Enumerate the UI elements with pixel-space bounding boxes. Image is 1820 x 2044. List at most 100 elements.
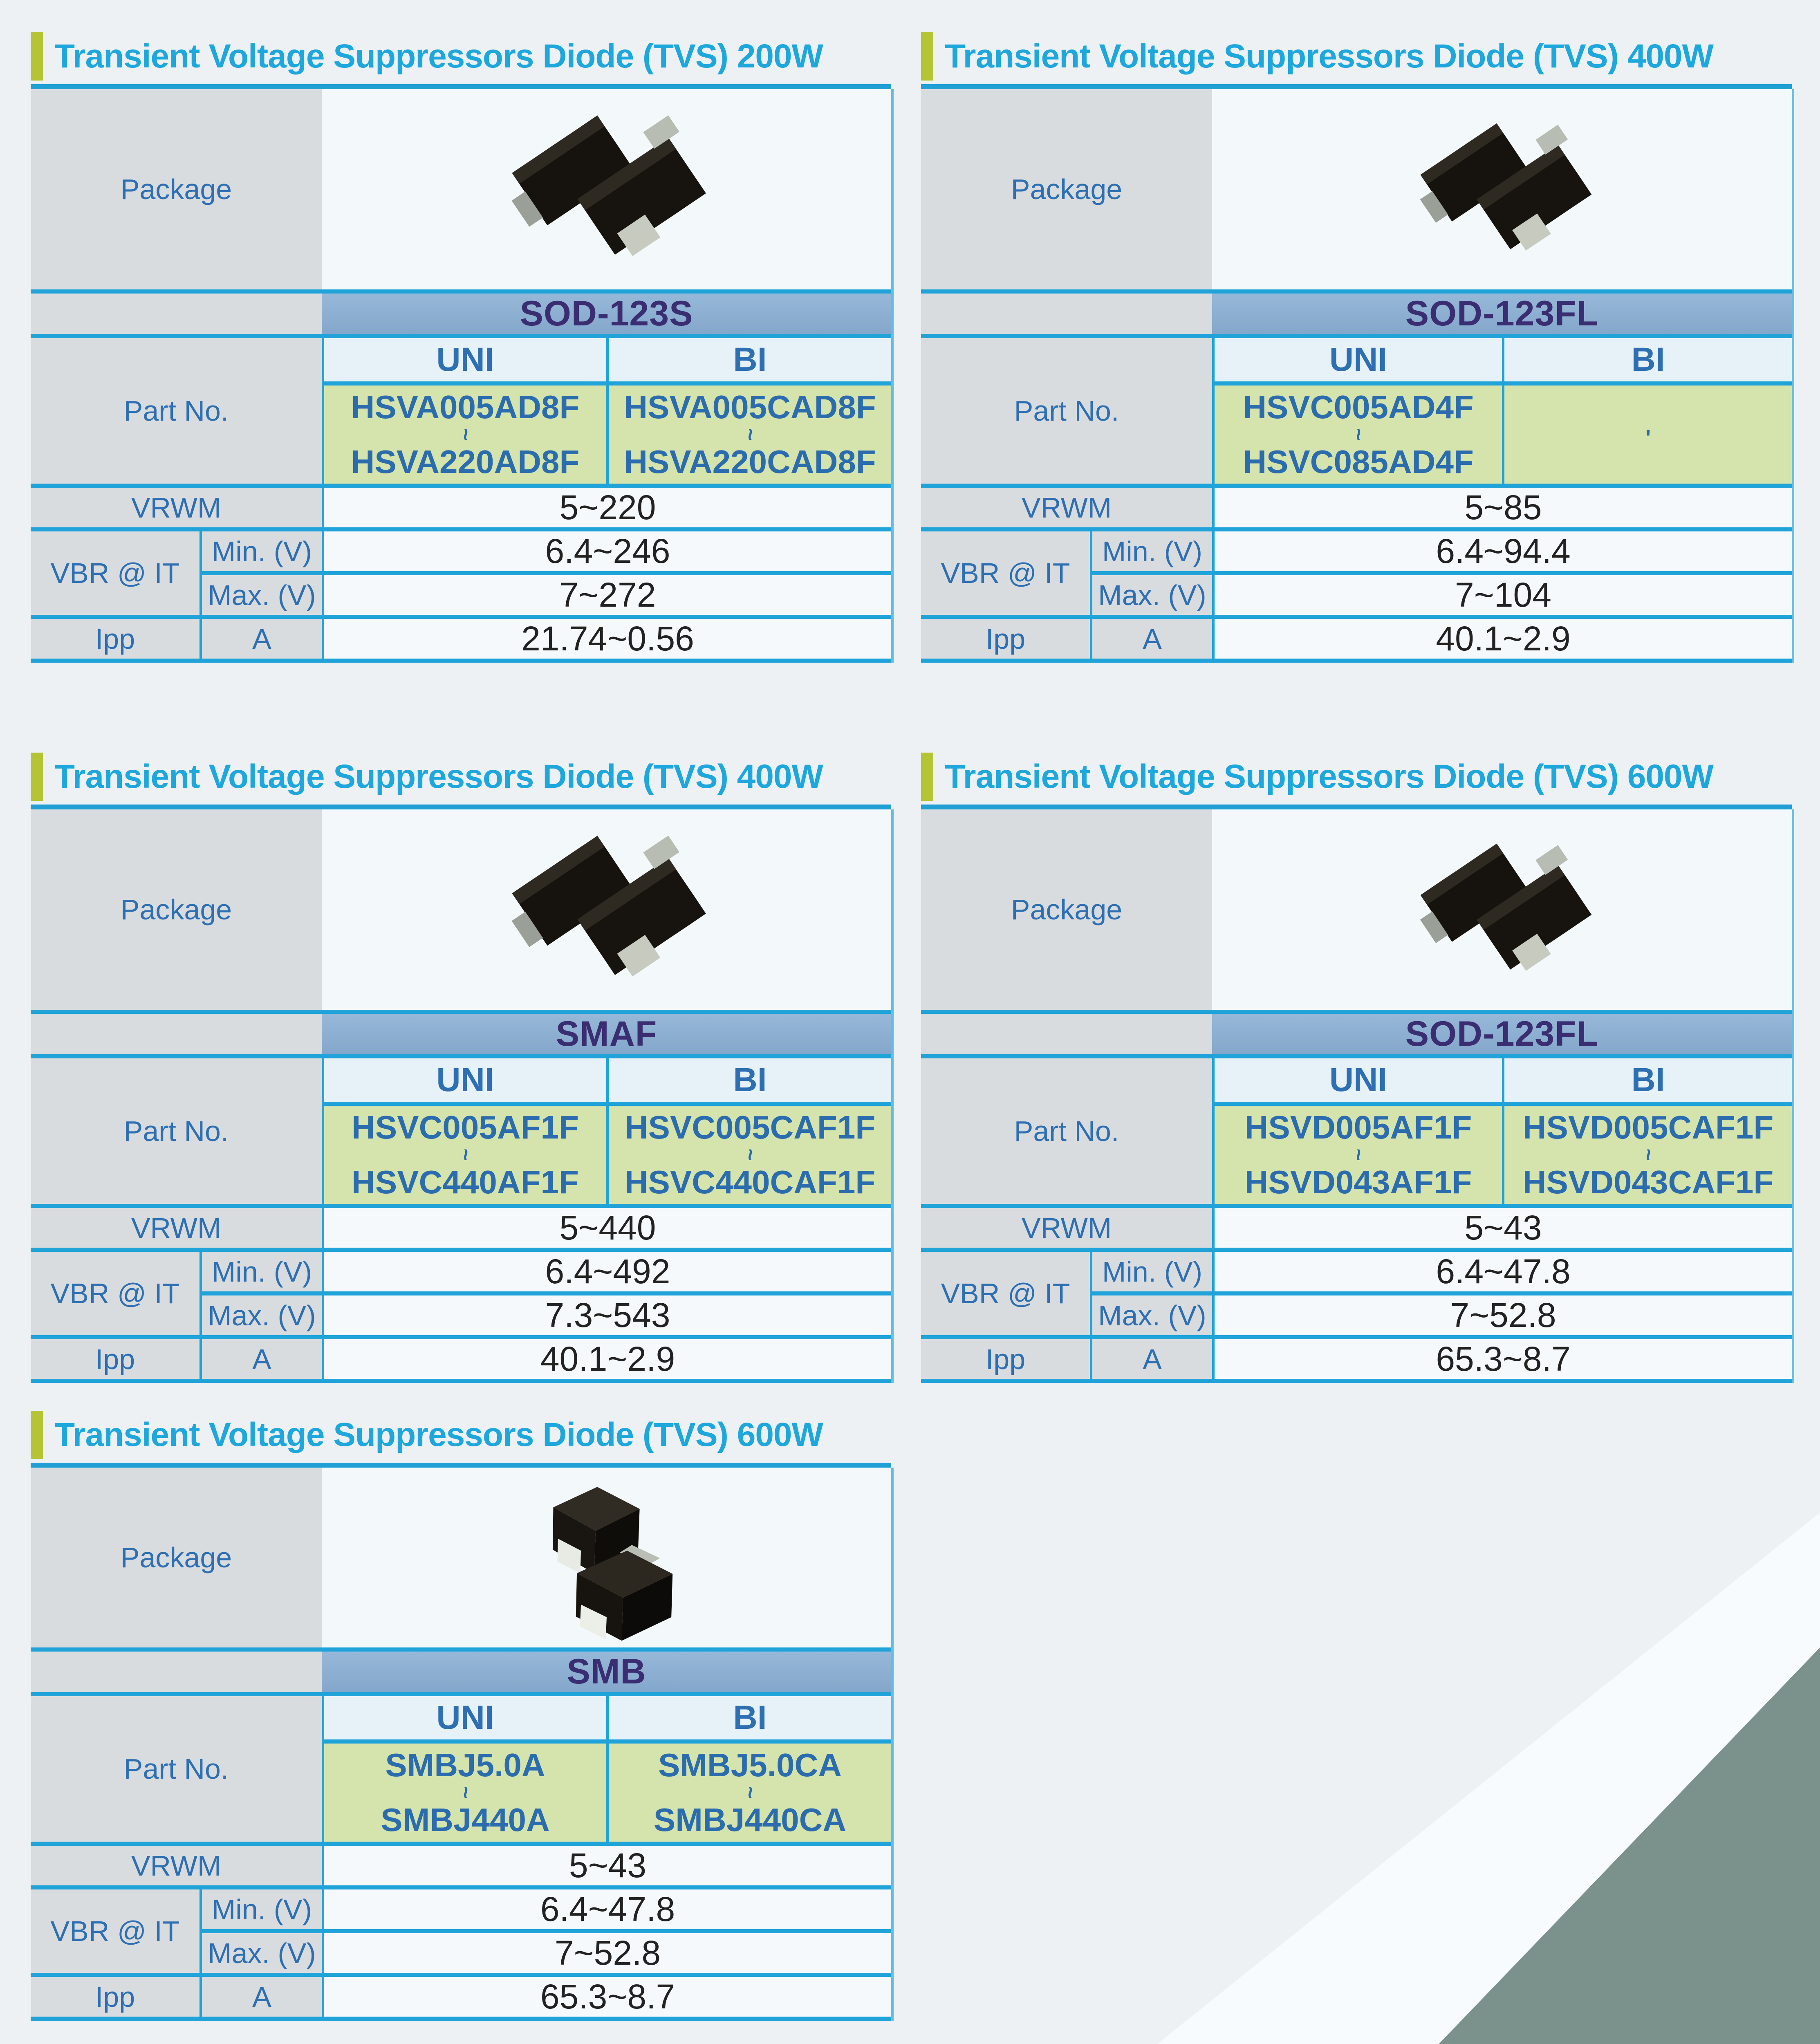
package-row: Package xyxy=(31,89,892,294)
package-photo xyxy=(1420,843,1592,971)
package-name-row: SOD-123S xyxy=(31,294,892,338)
max-label: Max. (V) xyxy=(1090,1295,1213,1339)
max-label: Max. (V) xyxy=(199,1933,322,1977)
vbr-max-row: Max. (V) 7~272 xyxy=(31,575,892,619)
spacer-cell xyxy=(31,1652,322,1696)
package-label-cell: Package xyxy=(31,809,322,1014)
uni-part-from: HSVA005AD8F xyxy=(351,389,580,426)
bi-part-range: HSVA005CAD8F ~ HSVA220CAD8F xyxy=(606,385,892,488)
vbr-min-row: VBR @ IT Min. (V) 6.4~246 xyxy=(31,531,892,619)
uni-bi-header-row: Part No. UNI BI xyxy=(31,338,892,488)
ipp-value: 65.3~8.7 xyxy=(1212,1339,1792,1383)
uni-bi-header-row: Part No. UNI BI xyxy=(921,338,1792,488)
package-name-row: SOD-123FL xyxy=(921,294,1792,338)
vrwm-label: VRWM xyxy=(31,488,322,531)
min-value: 6.4~47.8 xyxy=(1212,1252,1792,1295)
part-no-label-cell: Part No. xyxy=(31,338,322,488)
spacer-cell xyxy=(31,1014,322,1058)
uni-part-range: HSVA005AD8F ~ HSVA220AD8F xyxy=(322,385,607,488)
part-number-row: HSVC005AF1F ~ HSVC440AF1F HSVC005CAF1F ~… xyxy=(31,1106,892,1208)
bi-header: BI xyxy=(1502,338,1792,385)
package-name-row: SMB xyxy=(31,1652,892,1696)
package-row: Package xyxy=(31,809,892,1014)
package-photo-cell xyxy=(1212,89,1792,294)
vrwm-row: VRWM 5~220 xyxy=(31,488,892,531)
vbr-min-row: VBR @ IT Min. (V) 6.4~94.4 xyxy=(921,531,1792,619)
vrwm-value: 5~85 xyxy=(1212,488,1792,531)
min-value: 6.4~94.4 xyxy=(1212,531,1792,575)
title-underline xyxy=(31,84,891,89)
range-tilde: ~ xyxy=(1347,428,1371,441)
package-photo-cell xyxy=(322,89,892,294)
package-row: Package xyxy=(921,809,1792,1014)
ipp-unit: A xyxy=(1090,1339,1213,1383)
tvs-400w-smaf-section: Transient Voltage Suppressors Diode (TVS… xyxy=(31,752,894,1383)
uni-part-to: SMBJ440A xyxy=(381,1801,550,1838)
vrwm-label: VRWM xyxy=(31,1208,322,1252)
section-title-row: Transient Voltage Suppressors Diode (TVS… xyxy=(31,32,891,81)
ipp-label: Ipp xyxy=(921,1339,1090,1383)
bi-part-to: SMBJ440CA xyxy=(653,1801,847,1838)
package-photo xyxy=(511,836,706,977)
part-number-row: HSVC005AD4F ~ HSVC085AD4F ' xyxy=(921,385,1792,488)
vbr-min-row: VBR @ IT Min. (V) 6.4~492 xyxy=(31,1252,892,1339)
part-no-label-cell: Part No. xyxy=(921,1058,1213,1208)
max-value: 7~52.8 xyxy=(322,1933,892,1977)
section-title: Transient Voltage Suppressors Diode (TVS… xyxy=(54,1416,823,1453)
part-no-label-cell: Part No. xyxy=(31,1058,322,1208)
tvs-600w-smb-section: Transient Voltage Suppressors Diode (TVS… xyxy=(31,1410,894,2021)
package-photo-cell xyxy=(1212,809,1792,1014)
section-title-row: Transient Voltage Suppressors Diode (TVS… xyxy=(921,752,1792,801)
spec-table: Package SM xyxy=(31,809,894,1383)
uni-header: UNI xyxy=(322,338,607,385)
package-photo-cell xyxy=(322,1468,892,1652)
package-photo xyxy=(511,115,706,256)
uni-bi-header-row: Part No. UNI BI xyxy=(31,1058,892,1208)
package-photo xyxy=(552,1487,672,1641)
package-label-cell: Package xyxy=(31,1468,322,1652)
max-value: 7~272 xyxy=(322,575,892,619)
ipp-unit: A xyxy=(199,1977,322,2021)
uni-header: UNI xyxy=(1212,338,1502,385)
section-title-row: Transient Voltage Suppressors Diode (TVS… xyxy=(31,752,891,801)
vrwm-label: VRWM xyxy=(921,488,1213,531)
ipp-value: 40.1~2.9 xyxy=(1212,619,1792,663)
vrwm-row: VRWM 5~43 xyxy=(31,1846,892,1889)
spec-table: Package SMB xyxy=(31,1468,894,2021)
part-no-label-cell: Part No. xyxy=(31,1696,322,1846)
bi-part-to: HSVA220CAD8F xyxy=(624,443,876,480)
vrwm-value: 5~43 xyxy=(1212,1208,1792,1252)
ipp-row: Ipp A 40.1~2.9 xyxy=(31,1339,892,1383)
uni-part-to: HSVC440AF1F xyxy=(352,1163,579,1200)
uni-header: UNI xyxy=(322,1696,607,1744)
max-label: Max. (V) xyxy=(199,575,322,619)
vrwm-value: 5~440 xyxy=(322,1208,892,1252)
max-label: Max. (V) xyxy=(1090,575,1213,619)
vbr-label: VBR @ IT xyxy=(31,1252,199,1339)
vrwm-value: 5~220 xyxy=(322,488,892,531)
min-value: 6.4~246 xyxy=(322,531,892,575)
title-underline xyxy=(921,805,1792,809)
bi-part-from: SMBJ5.0CA xyxy=(658,1747,842,1784)
title-underline xyxy=(921,84,1792,89)
bi-header: BI xyxy=(606,1696,892,1744)
vbr-max-row: Max. (V) 7~52.8 xyxy=(921,1295,1792,1339)
package-row: Package xyxy=(921,89,1792,294)
min-label: Min. (V) xyxy=(1090,531,1213,575)
vbr-max-row: Max. (V) 7~104 xyxy=(921,575,1792,619)
spacer-cell xyxy=(31,294,322,338)
uni-part-range: HSVC005AD4F ~ HSVC085AD4F xyxy=(1212,385,1502,488)
range-tilde: ~ xyxy=(1636,1148,1661,1161)
uni-part-to: HSVC085AD4F xyxy=(1243,443,1474,480)
ipp-value: 40.1~2.9 xyxy=(322,1339,892,1383)
title-accent-bar xyxy=(31,32,43,81)
part-number-row: SMBJ5.0A ~ SMBJ440A SMBJ5.0CA ~ SMBJ440C… xyxy=(31,1744,892,1846)
part-no-label-cell: Part No. xyxy=(921,338,1213,488)
vbr-max-row: Max. (V) 7.3~543 xyxy=(31,1295,892,1339)
tvs-200w-section: Transient Voltage Suppressors Diode (TVS… xyxy=(31,32,894,663)
min-label: Min. (V) xyxy=(199,531,322,575)
bi-part-to: HSVC440CAF1F xyxy=(624,1163,876,1200)
package-name-row: SOD-123FL xyxy=(921,1014,1792,1058)
uni-part-from: SMBJ5.0A xyxy=(385,1747,545,1784)
package-label-cell: Package xyxy=(31,89,322,294)
